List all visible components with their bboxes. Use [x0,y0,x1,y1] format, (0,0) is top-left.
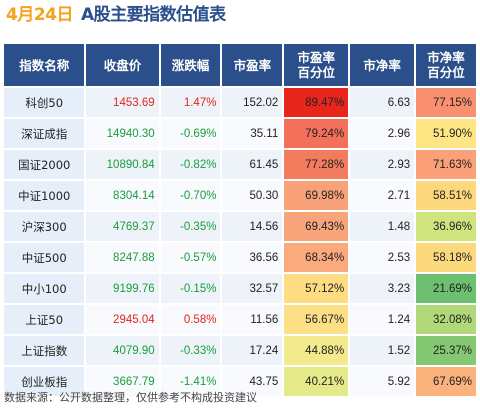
table-row: 深证成指 14940.30 -0.69% 35.11 79.24% 2.96 51.90% [4,119,476,148]
pb-cell: 1.24 [350,305,415,334]
table-row: 国证2000 10890.84 -0.82% 61.45 77.28% 2.93 71.63… [4,150,476,179]
close-cell: 10890.84 [86,150,159,179]
pe-percentile-cell: 68.34% [284,243,349,272]
pb-percentile-cell: 77.15% [416,88,476,117]
change-cell: -0.57% [160,243,221,272]
pe-percentile-cell: 57.12% [284,274,349,303]
pe-percentile-cell: 89.47% [284,88,349,117]
index-name-cell: 创业板指 [4,367,85,396]
close-cell: 3667.79 [86,367,159,396]
pe-percentile-cell: 44.88% [284,336,349,365]
index-name-cell: 上证50 [4,305,85,334]
pb-cell: 2.71 [350,181,415,210]
pe-cell: 43.75 [222,367,283,396]
pb-cell: 2.53 [350,243,415,272]
change-cell: -0.69% [160,119,221,148]
change-cell: 0.58% [160,305,221,334]
page-title: 4月24日 A股主要指数估值表 [6,2,226,28]
change-cell: -0.33% [160,336,221,365]
pe-cell: 17.24 [222,336,283,365]
pe-cell: 11.56 [222,305,283,334]
col-header-pb: 市净率 [350,44,415,86]
pb-percentile-cell: 67.69% [416,367,476,396]
pb-cell: 1.52 [350,336,415,365]
title-text: A股主要指数估值表 [81,5,226,25]
col-header-pb-percentile: 市净率 百分位 [416,44,476,86]
pb-cell: 1.48 [350,212,415,241]
close-cell: 2945.04 [86,305,159,334]
change-cell: -0.70% [160,181,221,210]
table-row: 上证指数 4079.90 -0.33% 17.24 44.88% 1.52 25.37% [4,336,476,365]
close-cell: 8247.88 [86,243,159,272]
table-row: 沪深300 4769.37 -0.35% 14.56 69.43% 1.48 36.96% [4,212,476,241]
pe-percentile-cell: 40.21% [284,367,349,396]
pe-cell: 14.56 [222,212,283,241]
pb-cell: 2.93 [350,150,415,179]
index-name-cell: 中证1000 [4,181,85,210]
table-row: 创业板指 3667.79 -1.41% 43.75 40.21% 5.92 67.69% [4,367,476,396]
col-header-change: 涨跌幅 [160,44,221,86]
col-header-name: 指数名称 [4,44,85,86]
close-cell: 4079.90 [86,336,159,365]
table-row: 中证1000 8304.14 -0.70% 50.30 69.98% 2.71 58.51% [4,181,476,210]
pe-cell: 32.57 [222,274,283,303]
pb-percentile-cell: 51.90% [416,119,476,148]
table-row: 上证50 2945.04 0.58% 11.56 56.67% 1.24 32.08% [4,305,476,334]
table-row: 科创50 1453.69 1.47% 152.02 89.47% 6.63 77.15% [4,88,476,117]
pb-percentile-cell: 36.96% [416,212,476,241]
index-name-cell: 科创50 [4,88,85,117]
index-name-cell: 国证2000 [4,150,85,179]
pe-cell: 61.45 [222,150,283,179]
pb-percentile-cell: 32.08% [416,305,476,334]
pb-percentile-cell: 71.63% [416,150,476,179]
pe-cell: 36.56 [222,243,283,272]
close-cell: 9199.76 [86,274,159,303]
pb-percentile-cell: 58.51% [416,181,476,210]
col-header-pe-percentile: 市盈率 百分位 [284,44,349,86]
pe-cell: 35.11 [222,119,283,148]
index-name-cell: 沪深300 [4,212,85,241]
pe-percentile-cell: 56.67% [284,305,349,334]
col-header-pe: 市盈率 [222,44,283,86]
pe-percentile-cell: 77.28% [284,150,349,179]
change-cell: -0.35% [160,212,221,241]
pe-cell: 50.30 [222,181,283,210]
close-cell: 1453.69 [86,88,159,117]
index-name-cell: 中证500 [4,243,85,272]
col-header-close: 收盘价 [86,44,159,86]
pb-cell: 2.96 [350,119,415,148]
close-cell: 4769.37 [86,212,159,241]
pb-cell: 5.92 [350,367,415,396]
index-name-cell: 中小100 [4,274,85,303]
pe-percentile-cell: 79.24% [284,119,349,148]
source-note: 数据来源：公开数据整理，仅供参考不构成投资建议 [4,391,257,404]
index-name-cell: 上证指数 [4,336,85,365]
pe-percentile-cell: 69.98% [284,181,349,210]
change-cell: -1.41% [160,367,221,396]
close-cell: 8304.14 [86,181,159,210]
table-row: 中证500 8247.88 -0.57% 36.56 68.34% 2.53 58.18% [4,243,476,272]
title-date: 4月24日 [6,5,74,25]
pb-cell: 3.23 [350,274,415,303]
valuation-table: 指数名称 收盘价 涨跌幅 市盈率 市盈率 百分位 市净率 市净率 百分位 科创5… [2,42,478,398]
pe-cell: 152.02 [222,88,283,117]
change-cell: -0.15% [160,274,221,303]
table-row: 中小100 9199.76 -0.15% 32.57 57.12% 3.23 21.69% [4,274,476,303]
pe-percentile-cell: 69.43% [284,212,349,241]
pb-percentile-cell: 21.69% [416,274,476,303]
pb-percentile-cell: 25.37% [416,336,476,365]
pb-percentile-cell: 58.18% [416,243,476,272]
pb-cell: 6.63 [350,88,415,117]
change-cell: -0.82% [160,150,221,179]
index-name-cell: 深证成指 [4,119,85,148]
change-cell: 1.47% [160,88,221,117]
table-header-row: 指数名称 收盘价 涨跌幅 市盈率 市盈率 百分位 市净率 市净率 百分位 [4,44,476,86]
close-cell: 14940.30 [86,119,159,148]
